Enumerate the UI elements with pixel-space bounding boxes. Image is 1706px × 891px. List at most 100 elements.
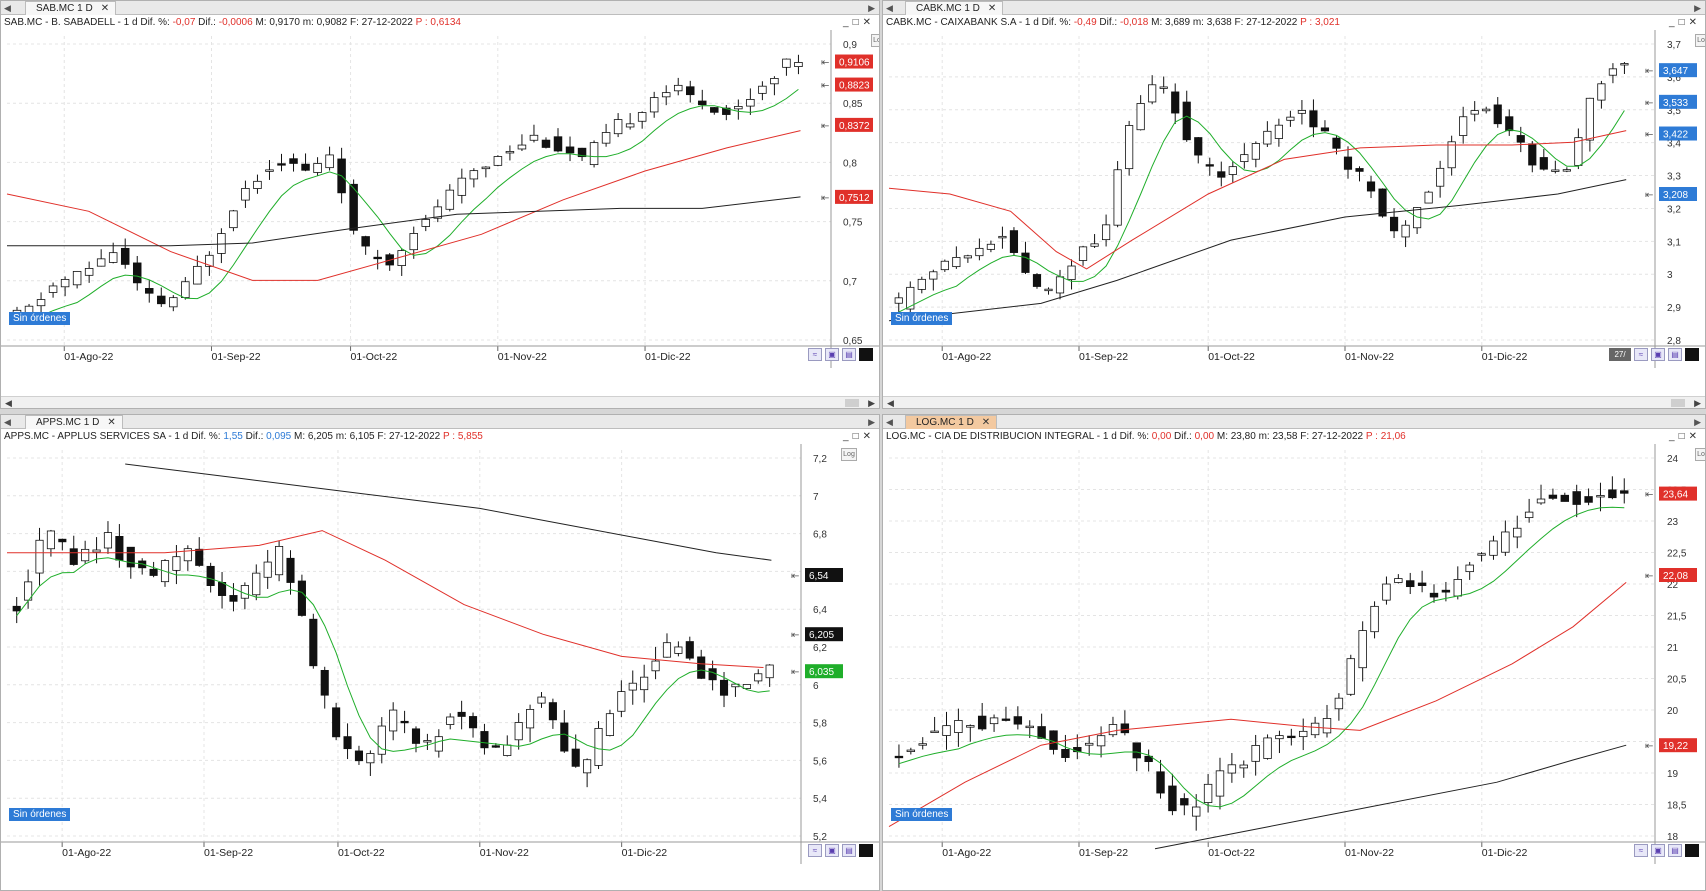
- scroll-left-icon[interactable]: ◀: [887, 398, 894, 408]
- save-icon[interactable]: ▣: [825, 844, 839, 857]
- tab-log[interactable]: LOG.MC 1 D ✕: [905, 415, 998, 429]
- candle-body: [708, 668, 717, 681]
- candle-body: [1334, 697, 1344, 710]
- candle-body: [145, 288, 154, 294]
- scroll-left-icon[interactable]: ◀: [5, 398, 12, 408]
- price-chart[interactable]: 2423,52322,52221,52120,52019,51918,51801…: [883, 444, 1706, 864]
- indicator-icon[interactable]: ≈: [808, 844, 822, 857]
- price-tag: ⇤ 19,22: [1645, 738, 1697, 753]
- date-badge: 27/: [1609, 348, 1631, 361]
- scroll-right-icon[interactable]: ▶: [868, 398, 875, 408]
- tab-scroll-left-icon[interactable]: ◀: [886, 3, 893, 13]
- ticker-header: SAB.MC - B. SABADELL - 1 d Dif. %: -0,07…: [1, 15, 879, 30]
- candle-body: [649, 97, 659, 113]
- minimize-icon[interactable]: _: [1669, 17, 1679, 28]
- color-swatch-icon[interactable]: [859, 844, 873, 857]
- close-window-icon[interactable]: ✕: [862, 17, 875, 28]
- chart-canvas[interactable]: 7,276,86,66,46,265,85,65,45,201-Ago-2201…: [1, 444, 880, 864]
- color-swatch-icon[interactable]: [1685, 844, 1699, 857]
- log-scale-toggle[interactable]: Log: [1695, 448, 1705, 461]
- candle-body: [277, 163, 286, 166]
- scroll-thumb[interactable]: [1671, 399, 1685, 407]
- chart-canvas[interactable]: 2423,52322,52221,52120,52019,51918,51801…: [883, 444, 1706, 864]
- maximize-icon[interactable]: □: [852, 17, 863, 28]
- indicator-icon[interactable]: ≈: [1634, 348, 1648, 361]
- ma-mid-line: [6, 130, 801, 281]
- close-tab-icon[interactable]: ✕: [100, 3, 110, 14]
- indicator-icon[interactable]: ≈: [808, 348, 822, 361]
- maximize-icon[interactable]: □: [852, 431, 863, 442]
- max-value: M: 6,205: [293, 431, 333, 442]
- log-scale-toggle[interactable]: Log: [1695, 34, 1705, 47]
- tab-scroll-right-icon[interactable]: ▶: [1694, 417, 1701, 427]
- candle-body: [320, 669, 329, 696]
- close-tab-icon[interactable]: ✕: [987, 3, 997, 14]
- tab-scroll-left-icon[interactable]: ◀: [886, 417, 893, 427]
- svg-text:⇤: ⇤: [1645, 571, 1653, 582]
- candle-body: [989, 717, 999, 725]
- dif-pct-value: -0,49: [1073, 17, 1097, 28]
- y-tick-label: 0,8: [843, 158, 857, 169]
- candle-body: [253, 180, 262, 189]
- close-window-icon[interactable]: ✕: [862, 431, 875, 442]
- scroll-right-icon[interactable]: ▶: [1694, 398, 1701, 408]
- candle-body: [445, 189, 455, 210]
- horizontal-scrollbar[interactable]: ◀ ▶: [883, 396, 1705, 408]
- template-icon[interactable]: ▤: [1668, 348, 1682, 361]
- tab-scroll-right-icon[interactable]: ▶: [1694, 3, 1701, 13]
- log-scale-toggle[interactable]: Log: [871, 34, 879, 47]
- price-chart[interactable]: 3,7 3,6 3,5 3,4 3,3 3,2 3,1 3 2,9 2,8 01-Ago-22 01-…: [883, 30, 1706, 368]
- template-icon[interactable]: ▤: [842, 844, 856, 857]
- candle-body: [434, 736, 443, 752]
- close-tab-icon[interactable]: ✕: [107, 417, 116, 428]
- candle-body: [1346, 658, 1355, 695]
- color-swatch-icon[interactable]: [1685, 348, 1699, 361]
- maximize-icon[interactable]: □: [1678, 431, 1689, 442]
- color-swatch-icon[interactable]: [859, 348, 873, 361]
- candle-body: [1513, 527, 1522, 538]
- minimize-icon[interactable]: _: [843, 17, 853, 28]
- candle-body: [1251, 745, 1260, 762]
- candle-body: [92, 549, 101, 553]
- close-tab-icon[interactable]: ✕: [981, 417, 991, 428]
- tab-scroll-left-icon[interactable]: ◀: [4, 3, 11, 13]
- candle-body: [400, 720, 409, 724]
- candle-body: [917, 278, 926, 290]
- tab-scroll-right-icon[interactable]: ▶: [868, 417, 875, 427]
- tab-cabk[interactable]: CABK.MC 1 D ✕: [905, 1, 1004, 15]
- chart-canvas[interactable]: 3,7 3,6 3,5 3,4 3,3 3,2 3,1 3 2,9 2,8 01-Ago-22 01-…: [883, 30, 1706, 368]
- template-icon[interactable]: ▤: [842, 348, 856, 361]
- y-tick-label: 5,6: [813, 756, 827, 767]
- save-icon[interactable]: ▣: [1651, 844, 1665, 857]
- price-chart[interactable]: 7,276,86,66,46,265,85,65,45,201-Ago-2201…: [1, 444, 880, 864]
- horizontal-scrollbar[interactable]: ◀ ▶: [1, 396, 879, 408]
- tab-scroll-left-icon[interactable]: ◀: [4, 417, 11, 427]
- x-tick-label: 01-Sep-22: [212, 351, 261, 363]
- y-tick-label: 21: [1667, 643, 1679, 654]
- scroll-thumb[interactable]: [845, 399, 859, 407]
- price-chart[interactable]: 0,9 0,85 0,8 0,75 0,7 0,65 01-Ago-22 01-Sep-22 0…: [1, 30, 880, 368]
- candle-body: [1332, 137, 1341, 149]
- save-icon[interactable]: ▣: [1651, 348, 1665, 361]
- price-tag: ⇤ 0,7512: [821, 189, 873, 204]
- indicator-icon[interactable]: ≈: [1634, 844, 1648, 857]
- svg-text:⇤: ⇤: [1645, 190, 1653, 201]
- candle-body: [918, 743, 927, 746]
- price-value: P : 21,06: [1365, 431, 1406, 442]
- tab-apps[interactable]: APPS.MC 1 D ✕: [25, 415, 123, 429]
- x-tick-label: 01-Oct-22: [1208, 847, 1255, 859]
- candle-body: [1067, 265, 1076, 280]
- minimize-icon[interactable]: _: [843, 431, 853, 442]
- close-window-icon[interactable]: ✕: [1688, 431, 1701, 442]
- minimize-icon[interactable]: _: [1669, 431, 1679, 442]
- log-scale-toggle[interactable]: Log: [841, 448, 857, 461]
- tab-scroll-right-icon[interactable]: ▶: [868, 3, 875, 13]
- maximize-icon[interactable]: □: [1678, 17, 1689, 28]
- save-icon[interactable]: ▣: [825, 348, 839, 361]
- y-tick-label: 3,2: [1667, 204, 1681, 215]
- candle-body: [132, 262, 142, 284]
- tab-sab[interactable]: SAB.MC 1 D ✕: [25, 1, 117, 15]
- close-window-icon[interactable]: ✕: [1688, 17, 1701, 28]
- template-icon[interactable]: ▤: [1668, 844, 1682, 857]
- chart-canvas[interactable]: 0,9 0,85 0,8 0,75 0,7 0,65 01-Ago-22 01-Sep-22 0…: [1, 30, 880, 368]
